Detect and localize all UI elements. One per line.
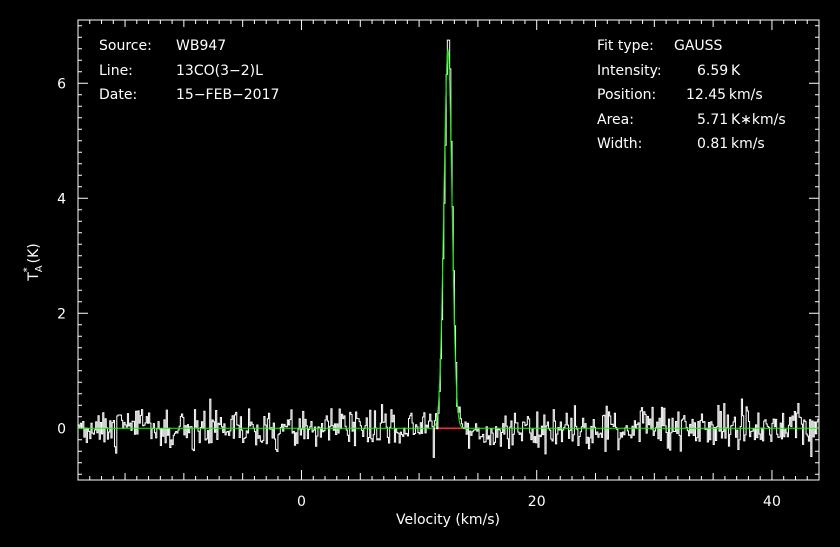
x-tick-label: 0 (297, 494, 306, 510)
line-value: 13CO(3−2)L (176, 63, 263, 79)
x-tick-label: 40 (763, 494, 781, 510)
y-axis-label: TA* (K) (22, 243, 45, 282)
spectrum-series (78, 39, 820, 458)
plot-frame (77, 19, 820, 481)
intensity-label: Intensity: (597, 63, 662, 79)
y-tick-label: 4 (57, 191, 66, 207)
area-value: 5.71 K∗km/s (697, 112, 786, 128)
fit-type-value: GAUSS (674, 38, 723, 54)
y-tick-label: 2 (57, 306, 66, 322)
y-axis-label-sub: A (34, 265, 45, 272)
line-label: Line: (99, 63, 133, 79)
fit-type-label: Fit type: (597, 38, 654, 54)
position-label: Position: (597, 87, 656, 103)
y-axis-label-main: T (26, 272, 42, 282)
x-axis-label: Velocity (km/s) (396, 512, 500, 528)
intensity-value: 6.59 K (697, 63, 741, 79)
source-value: WB947 (176, 38, 226, 54)
y-tick-label: 0 (57, 421, 66, 437)
area-label: Area: (597, 112, 634, 128)
date-label: Date: (99, 87, 137, 103)
gaussian-fit-series (78, 49, 819, 429)
y-tick-label: 6 (57, 76, 66, 92)
position-value: 12.45 km/s (686, 87, 763, 103)
info-right: Fit type: GAUSS Intensity: 6.59 K Positi… (597, 38, 786, 152)
width-label: Width: (597, 136, 642, 152)
y-axis-label-unit: (K) (26, 243, 42, 263)
date-value: 15−FEB−2017 (176, 87, 279, 103)
source-label: Source: (99, 38, 152, 54)
width-value: 0.81 km/s (697, 136, 765, 152)
y-axis-label-sup: * (22, 267, 33, 272)
x-tick-label: 20 (528, 494, 546, 510)
info-left: Source: WB947 Line: 13CO(3−2)L Date: 15−… (99, 38, 279, 103)
